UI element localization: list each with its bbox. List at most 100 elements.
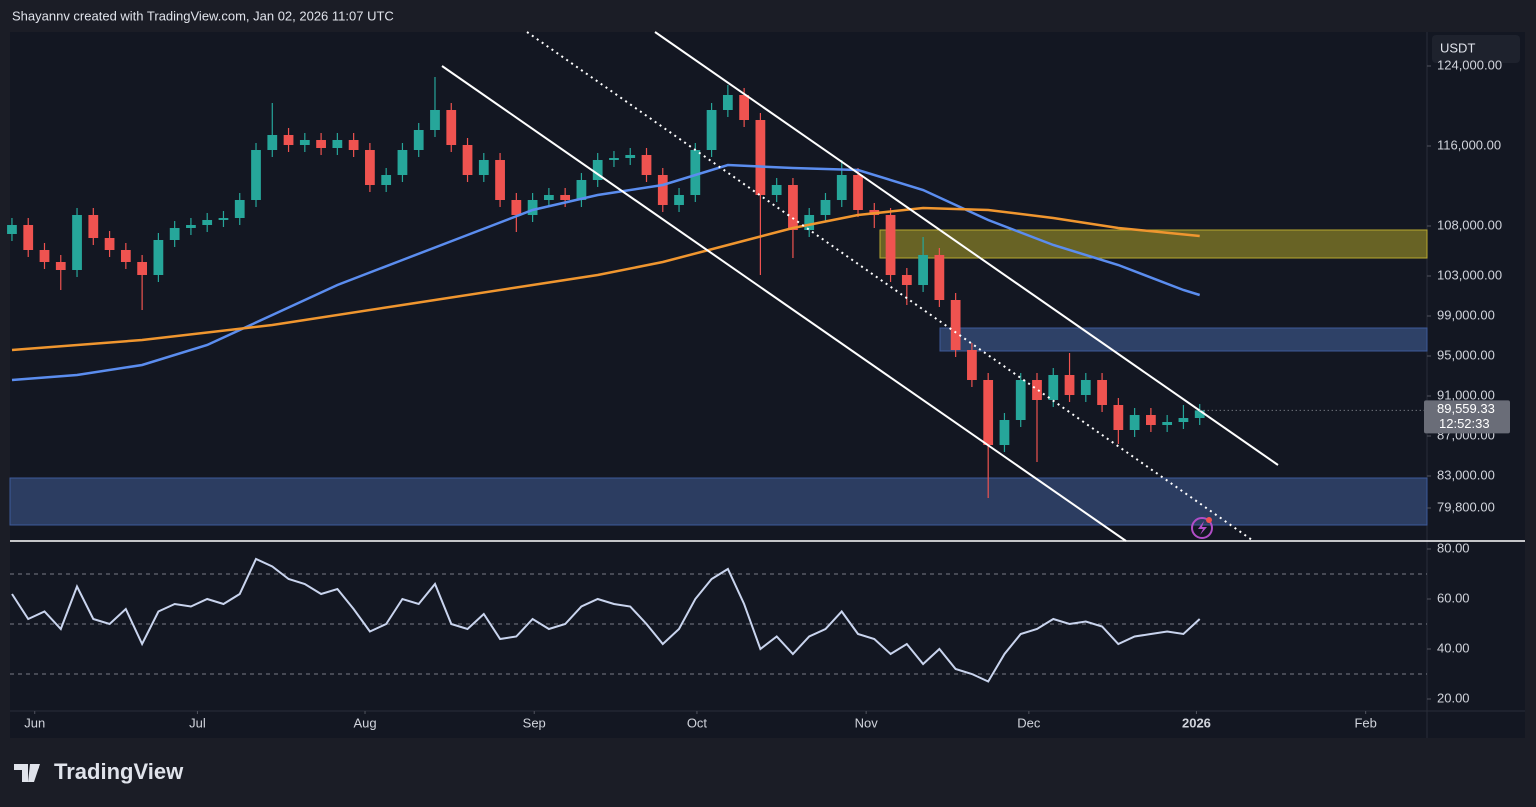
x-tick-label: 2026 bbox=[1182, 715, 1211, 730]
candle-body bbox=[885, 215, 896, 275]
candle-body bbox=[299, 140, 310, 145]
moving-average bbox=[11, 206, 1200, 352]
candle-body bbox=[722, 95, 733, 110]
candle-body bbox=[1032, 380, 1042, 400]
candle-body bbox=[999, 420, 1010, 445]
candle-body bbox=[804, 215, 815, 230]
candle-body bbox=[625, 155, 636, 158]
x-tick-label: Jul bbox=[189, 715, 206, 730]
candle-body bbox=[430, 110, 440, 130]
x-tick-label: Aug bbox=[353, 715, 376, 730]
candle-body bbox=[950, 300, 961, 350]
moving-average bbox=[11, 163, 1201, 382]
header: Shayannv created with TradingView.com, J… bbox=[12, 8, 394, 23]
drawings bbox=[441, 31, 1279, 542]
candle-body bbox=[609, 158, 619, 160]
candle-body bbox=[674, 195, 684, 205]
candle-body bbox=[739, 95, 750, 120]
logo-text: TradingView bbox=[54, 759, 184, 784]
candle-body bbox=[137, 262, 147, 275]
chart-area bbox=[10, 32, 1525, 738]
candle-body bbox=[218, 218, 229, 220]
candle-body bbox=[251, 150, 261, 200]
x-tick-label: Jun bbox=[24, 715, 45, 730]
candle-body bbox=[1048, 375, 1059, 400]
candle-body bbox=[755, 120, 766, 195]
y-tick-label: 40.00 bbox=[1437, 640, 1470, 655]
channel-lower bbox=[441, 65, 1127, 542]
candle-body bbox=[397, 150, 408, 175]
candle-body bbox=[186, 225, 196, 228]
candle-body bbox=[788, 185, 798, 230]
x-tick-label: Sep bbox=[523, 715, 546, 730]
candle-body bbox=[690, 150, 701, 195]
candle-body bbox=[348, 140, 359, 150]
candle-body bbox=[1015, 380, 1026, 420]
y-tick-label: 83,000.00 bbox=[1437, 467, 1495, 482]
moving-averages bbox=[11, 163, 1201, 382]
candle-body bbox=[39, 250, 50, 262]
alert-dot bbox=[1206, 517, 1212, 523]
candle-body bbox=[462, 145, 473, 175]
candle-body bbox=[918, 255, 928, 285]
candle-body bbox=[1194, 410, 1205, 418]
candle-body bbox=[267, 135, 278, 150]
demand-zone bbox=[9, 477, 1428, 526]
candle-body bbox=[511, 200, 522, 215]
candle-body bbox=[1113, 405, 1124, 430]
candle-body bbox=[7, 225, 17, 234]
candle-body bbox=[495, 160, 505, 200]
x-tick-label: Nov bbox=[855, 715, 879, 730]
candle-body bbox=[446, 110, 457, 145]
candle-body bbox=[202, 220, 213, 225]
logo-dot bbox=[33, 764, 39, 770]
x-tick-label: Dec bbox=[1017, 715, 1041, 730]
alert-bolt bbox=[1198, 521, 1207, 535]
y-tick-label: 95,000.00 bbox=[1437, 347, 1495, 362]
y-tick-label: 99,000.00 bbox=[1437, 307, 1495, 322]
candle-body bbox=[169, 228, 180, 240]
y-tick-label: 79,800.00 bbox=[1437, 499, 1495, 514]
candle-body bbox=[478, 160, 489, 175]
rsi-line bbox=[11, 557, 1201, 683]
resistance-zone bbox=[939, 327, 1428, 352]
currency: USDT bbox=[1440, 40, 1475, 55]
candle-body bbox=[104, 238, 115, 250]
candle-body bbox=[1129, 415, 1140, 430]
last-price-label: 89,559.33 bbox=[1437, 401, 1495, 416]
candle-body bbox=[381, 175, 392, 185]
candle-body bbox=[413, 130, 424, 150]
y-tick-label: 108,000.00 bbox=[1437, 217, 1502, 232]
y-tick-label: 80.00 bbox=[1437, 540, 1470, 555]
y-tick-label: 103,000.00 bbox=[1437, 267, 1502, 282]
x-tick-label: Feb bbox=[1354, 715, 1376, 730]
candle-body bbox=[1146, 415, 1156, 425]
candle-body bbox=[153, 240, 164, 275]
candle-body bbox=[592, 160, 603, 180]
candle-body bbox=[72, 215, 82, 270]
candle-body bbox=[55, 262, 66, 270]
candle-body bbox=[88, 215, 99, 238]
candle-body bbox=[1080, 380, 1091, 395]
y-tick-label: 91,000.00 bbox=[1437, 387, 1495, 402]
candle-body bbox=[23, 225, 34, 250]
candle-body bbox=[560, 195, 571, 200]
rsi-pane: 80.00 60.00 40.00 20.00 Jun Jul Aug Sep Oct Nov De… bbox=[10, 540, 1470, 730]
candles bbox=[7, 77, 1205, 498]
candle-body bbox=[1064, 375, 1075, 395]
currency-box bbox=[1432, 35, 1520, 63]
candle-body bbox=[120, 250, 131, 262]
candle-body bbox=[234, 200, 245, 218]
candle-body bbox=[1097, 380, 1107, 405]
last-price-box bbox=[1424, 400, 1510, 434]
candle-body bbox=[820, 200, 831, 215]
candle-body bbox=[853, 175, 863, 210]
candle-body bbox=[365, 150, 375, 185]
candle-body bbox=[543, 195, 554, 200]
candle-body bbox=[1178, 418, 1189, 422]
supply-zone bbox=[879, 229, 1428, 259]
candle-body bbox=[316, 140, 326, 148]
countdown: 12:52:33 bbox=[1439, 416, 1490, 431]
